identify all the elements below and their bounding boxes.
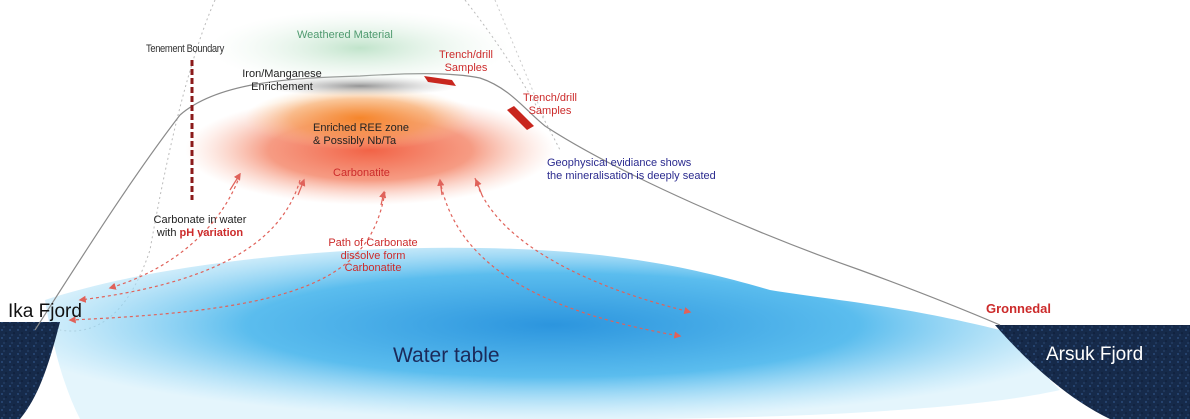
iron-manganese-line2: Enrichement [251, 80, 313, 93]
up-arrow-4 [437, 178, 445, 196]
trench-samples-1-line2: Samples [444, 61, 488, 74]
enriched-ree-line1: Enriched REE zone [313, 122, 409, 134]
up-arrow-5 [474, 178, 483, 196]
trench-sample-slope [507, 106, 534, 130]
enriched-ree-line2: & Possibly Nb/Ta [313, 134, 397, 147]
weathered-zone [210, 10, 510, 86]
water-table [45, 247, 1060, 419]
carbonate-water-line2-prefix: with [156, 226, 180, 239]
iron-manganese-label: Iron/Manganese Enrichement [232, 68, 332, 93]
trench-samples-2-line2: Samples [528, 104, 572, 117]
trench-samples-2-line1: Trench/drill [523, 92, 577, 104]
trench-samples-label-1: Trench/drill Samples [428, 49, 504, 74]
enriched-ree-label: Enriched REE zone & Possibly Nb/Ta [313, 122, 409, 147]
carbonate-water-label: Carbonate in water with pH variation [140, 214, 260, 239]
path-carbonate-line2: dissolve form [340, 249, 406, 262]
up-arrow-2 [297, 178, 306, 196]
arsuk-fjord-rock [995, 325, 1190, 419]
ika-fjord-label: Ika Fjord [8, 301, 82, 322]
weathered-material-label: Weathered Material [297, 29, 393, 41]
iron-manganese-line1: Iron/Manganese [242, 68, 322, 80]
trench-samples-label-2: Trench/drill Samples [512, 92, 588, 117]
path-carbonate-line1: Path of Carbonate [328, 237, 418, 249]
up-arrow-3 [379, 190, 387, 206]
gronnedal-label: Gronnedal [986, 301, 1052, 316]
outer-dotted-line-right2 [494, 0, 546, 121]
iron-manganese-zone [260, 76, 460, 96]
ika-fjord-rock [0, 322, 60, 419]
arsuk-fjord-label: Arsuk Fjord [1046, 344, 1144, 365]
outer-dotted-line-right [464, 0, 561, 151]
geophysical-label: Geophysical evidiance shows the minerali… [547, 157, 716, 182]
tenement-boundary-label: Tenement Boundary [146, 43, 224, 55]
carbonatite-label: Carbonatite [333, 167, 390, 179]
flow-arrow-4 [439, 179, 682, 339]
path-carbonate-line3: Carbonatite [344, 262, 402, 275]
flow-arrow-3 [68, 191, 386, 324]
water-table-label: Water table [393, 344, 500, 367]
path-carbonate-label: Path of Carbonate dissolve form Carbonat… [318, 237, 428, 275]
mountain-profile [34, 73, 1001, 331]
geophysical-line1: Geophysical evidiance shows [547, 157, 692, 169]
geophysical-line2: the mineralisation is deeply seated [547, 169, 716, 182]
trench-sample-top [424, 76, 456, 86]
trench-samples-1-line1: Trench/drill [439, 49, 493, 61]
carbonate-water-line1: Carbonate in water [153, 214, 247, 226]
up-arrow-1 [229, 172, 241, 191]
enriched-ree-zone [245, 86, 475, 150]
ph-variation-emph: pH variation [179, 226, 244, 239]
flow-arrow-1 [108, 174, 241, 290]
carbonate-water-line2: with pH variation [140, 227, 260, 240]
